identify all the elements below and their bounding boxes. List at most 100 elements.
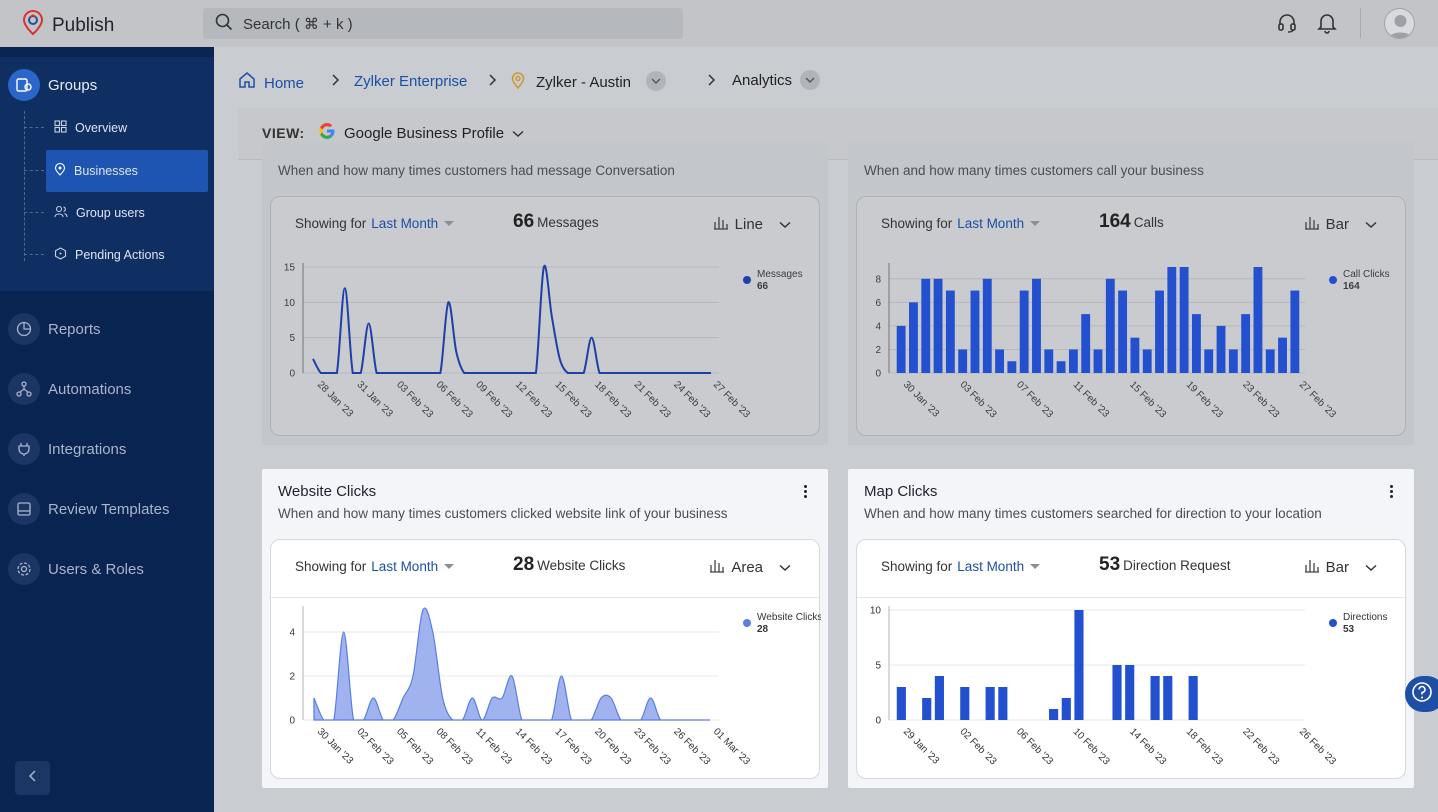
x-tick-label: 30 Jan '23: [901, 379, 941, 419]
breadcrumb-enterprise[interactable]: Zylker Enterprise: [354, 73, 468, 90]
bar: [1044, 349, 1054, 373]
y-tick-label: 0: [289, 369, 295, 380]
search-input[interactable]: Search ( ⌘ + k ): [203, 8, 683, 39]
page-dropdown-button[interactable]: [800, 70, 820, 90]
calls-chart: 0 2 4 6 8 30 Jan '23 03 Feb '23 07 Feb '23 11 Fe…: [875, 263, 1390, 421]
help-button[interactable]: [1405, 676, 1438, 712]
more-options-icon[interactable]: [1386, 485, 1396, 501]
more-options-icon[interactable]: [800, 485, 810, 501]
sidebar-item-overview[interactable]: Overview: [24, 107, 208, 149]
chart-type-selector[interactable]: Bar: [1304, 557, 1377, 577]
bar: [995, 349, 1005, 373]
x-tick-label: 15 Feb '23: [552, 379, 593, 420]
caret-down-icon: [1030, 564, 1041, 569]
y-tick-label: 4: [875, 321, 881, 332]
sidebar-item-businesses[interactable]: Businesses: [24, 150, 208, 192]
bar: [1112, 665, 1122, 720]
x-tick-label: 23 Feb '23: [1240, 379, 1281, 420]
collapse-sidebar-button[interactable]: [15, 761, 50, 795]
groups-panel: Groups Overview Businesses Group users P…: [0, 57, 214, 291]
brand[interactable]: Publish: [22, 9, 114, 41]
location-dropdown-button[interactable]: [646, 71, 666, 91]
google-logo-icon: [318, 122, 336, 144]
bar-chart-icon: [713, 214, 729, 234]
sidebar-item-automations[interactable]: Automations: [8, 373, 131, 405]
y-tick-label: 0: [289, 716, 295, 727]
location-pin-icon: [511, 72, 525, 93]
bar: [970, 290, 980, 373]
x-tick-label: 06 Feb '23: [1014, 726, 1055, 767]
breadcrumb-home[interactable]: Home: [264, 75, 305, 92]
period-value: Last Month: [371, 559, 439, 574]
period-selector[interactable]: Showing for Last Month: [881, 216, 1041, 231]
template-icon: [8, 493, 40, 525]
chart-type-selector[interactable]: Bar: [1304, 214, 1377, 234]
sidebar-item-group-users[interactable]: Group users: [24, 192, 208, 234]
metric-value: 28: [513, 554, 535, 575]
card-subtitle: When and how many times customers search…: [864, 506, 1322, 521]
y-tick-label: 2: [875, 345, 881, 356]
bar: [1074, 610, 1084, 720]
x-tick-label: 20 Feb '23: [592, 726, 633, 767]
gear-icon: [8, 553, 40, 585]
sidebar-item-integrations[interactable]: Integrations: [8, 433, 126, 465]
metric-total: 66 Messages: [513, 211, 599, 233]
chevron-down-icon: [512, 125, 524, 142]
chart-type-selector[interactable]: Area: [709, 557, 791, 577]
x-tick-label: 19 Feb '23: [1184, 379, 1225, 420]
caret-down-icon: [444, 221, 455, 226]
avatar[interactable]: [1384, 8, 1415, 39]
metric-value: 164: [1099, 211, 1131, 232]
x-tick-label: 02 Feb '23: [354, 726, 395, 767]
view-selector[interactable]: Google Business Profile: [318, 122, 524, 144]
chart-panel: Showing for Last Month 53 Direction Reques…: [856, 539, 1406, 779]
period-value: Last Month: [957, 216, 1025, 231]
bar: [1007, 361, 1017, 373]
home-icon[interactable]: [238, 71, 256, 93]
calls-card: When and how many times customers call y…: [848, 142, 1414, 445]
x-tick-label: 27 Feb '23: [1297, 379, 1338, 420]
bar: [1019, 290, 1029, 373]
period-selector[interactable]: Showing for Last Month: [295, 559, 455, 574]
search-icon: [215, 13, 233, 35]
metric-total: 53 Direction Request: [1099, 554, 1230, 576]
bar: [1253, 267, 1263, 373]
legend-value: 66: [757, 281, 769, 292]
showing-for-label: Showing for: [295, 216, 367, 231]
bar: [1093, 349, 1103, 373]
x-tick-label: 18 Feb '23: [592, 379, 633, 420]
bar: [896, 325, 906, 373]
period-selector[interactable]: Showing for Last Month: [881, 559, 1041, 574]
breadcrumb-location[interactable]: Zylker - Austin: [536, 74, 632, 91]
bar: [1142, 349, 1152, 373]
bar: [982, 278, 992, 373]
chevron-left-icon: [28, 769, 38, 788]
grid-icon: [54, 120, 67, 136]
chart-type-selector[interactable]: Line: [713, 214, 791, 234]
legend-label: Website Clicks: [757, 612, 821, 623]
sidebar-item-review-templates[interactable]: Review Templates: [8, 493, 169, 525]
bar: [1081, 314, 1091, 373]
sidebar-item-label: Automations: [48, 380, 132, 398]
sidebar-item-users-roles[interactable]: Users & Roles: [8, 553, 144, 585]
bar: [1118, 290, 1128, 373]
bar: [998, 687, 1008, 720]
bar: [1056, 361, 1066, 373]
chevron-down-icon: [1365, 559, 1377, 576]
legend-label: Messages: [757, 269, 803, 280]
bell-icon[interactable]: [1317, 12, 1337, 39]
sidebar-item-groups[interactable]: Groups: [8, 69, 97, 101]
sidebar-item-pending-actions[interactable]: Pending Actions: [24, 234, 208, 276]
sidebar-item-reports[interactable]: Reports: [8, 313, 101, 345]
metric-unit: Direction Request: [1123, 558, 1231, 573]
x-tick-label: 30 Jan '23: [315, 726, 355, 766]
x-tick-label: 21 Feb '23: [632, 379, 673, 420]
period-selector[interactable]: Showing for Last Month: [295, 216, 455, 231]
users-icon: [54, 205, 68, 221]
period-value: Last Month: [957, 559, 1025, 574]
bar: [1191, 314, 1201, 373]
headset-icon[interactable]: [1276, 12, 1298, 39]
